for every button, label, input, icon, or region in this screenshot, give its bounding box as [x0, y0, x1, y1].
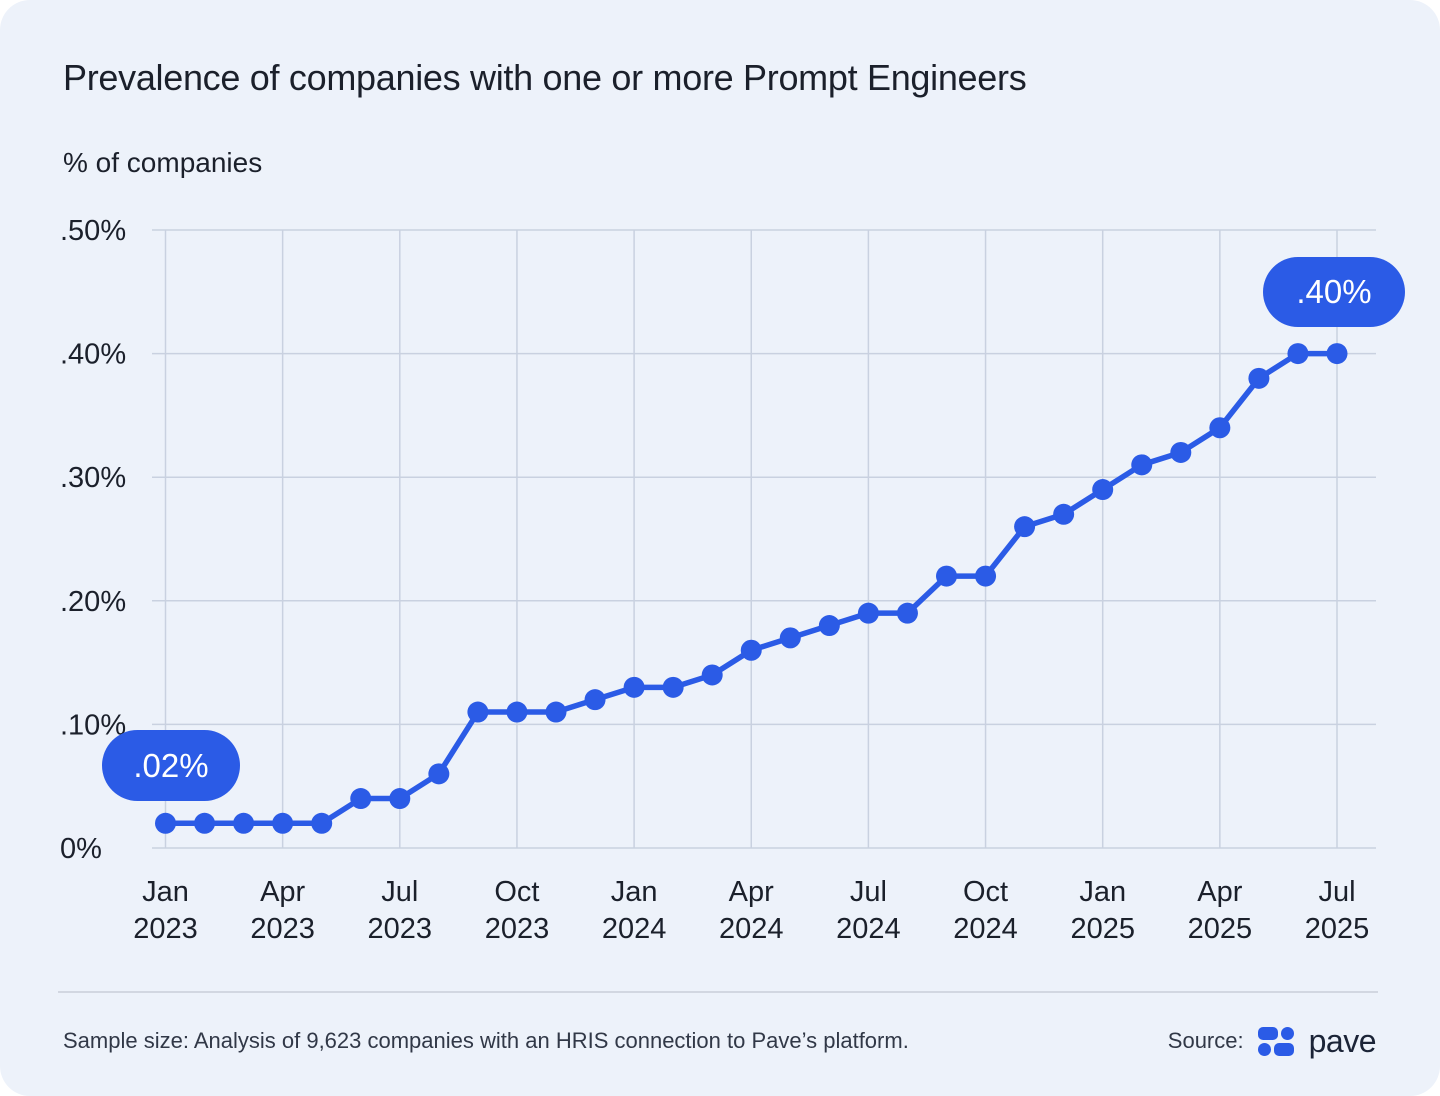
brand-wordmark: pave — [1308, 1022, 1377, 1059]
callout-badge-start: .02% — [102, 730, 240, 801]
data-point — [1014, 516, 1036, 538]
data-point — [155, 812, 176, 834]
data-point — [1287, 343, 1309, 365]
data-point — [740, 639, 762, 661]
x-tick-label: Jan 2025 — [1070, 876, 1135, 945]
data-point — [272, 812, 294, 834]
y-tick-label: 0% — [60, 833, 102, 865]
data-point — [857, 602, 879, 624]
data-point — [1209, 417, 1231, 439]
footer-divider — [58, 991, 1378, 993]
y-tick-label: .10% — [60, 709, 126, 741]
data-point — [506, 701, 528, 723]
data-point — [1092, 479, 1114, 501]
sample-size-note: Sample size: Analysis of 9,623 companies… — [63, 1028, 909, 1053]
data-point — [779, 627, 801, 649]
logo-circle-top-right — [1280, 1026, 1294, 1040]
data-point — [428, 763, 450, 785]
data-point — [350, 788, 372, 810]
logo-rect-top-left — [1257, 1026, 1278, 1040]
y-axis-title: % of companies — [63, 147, 263, 178]
x-tick-label: Jan 2023 — [133, 876, 198, 945]
x-tick-label: Apr 2025 — [1188, 876, 1253, 945]
data-point — [1170, 441, 1192, 463]
y-tick-label: .50% — [60, 215, 126, 247]
data-point — [584, 689, 606, 711]
footer: Sample size: Analysis of 9,623 companies… — [63, 1012, 1377, 1070]
data-point — [936, 565, 957, 587]
x-tick-label: Jul 2023 — [368, 876, 433, 945]
data-point — [467, 701, 489, 723]
data-point — [1131, 454, 1153, 476]
y-tick-label: .40% — [60, 339, 126, 371]
source-label: Source: — [1167, 1028, 1244, 1053]
source-attribution: Source: pave — [1167, 1022, 1377, 1060]
data-point — [896, 602, 918, 624]
x-tick-label: Apr 2023 — [250, 876, 315, 945]
x-tick-label: Oct 2024 — [953, 876, 1018, 945]
chart-title: Prevalence of companies with one or more… — [63, 57, 1027, 98]
data-point — [389, 788, 411, 810]
y-tick-label: .20% — [60, 586, 126, 618]
data-point — [1326, 343, 1348, 365]
data-point — [194, 812, 216, 834]
x-tick-label: Apr 2024 — [719, 876, 784, 945]
data-point — [623, 676, 645, 698]
data-point — [662, 676, 684, 698]
data-point — [701, 664, 723, 686]
x-tick-label: Oct 2023 — [485, 876, 550, 945]
logo-rect-bottom-right — [1273, 1042, 1294, 1056]
data-point — [233, 812, 255, 834]
callout-badge-end: .40% — [1263, 257, 1405, 327]
data-point — [311, 812, 333, 834]
x-tick-label: Jan 2024 — [602, 876, 667, 945]
data-point — [1053, 503, 1075, 525]
data-point — [1248, 367, 1270, 389]
logo-circle-bottom-left — [1257, 1042, 1271, 1056]
pave-logo-icon — [1257, 1026, 1295, 1057]
data-point — [818, 615, 840, 637]
data-point — [545, 701, 567, 723]
y-tick-label: .30% — [60, 462, 126, 494]
x-tick-label: Jul 2024 — [836, 876, 901, 945]
x-tick-label: Jul 2025 — [1305, 876, 1370, 945]
data-point — [975, 565, 997, 587]
